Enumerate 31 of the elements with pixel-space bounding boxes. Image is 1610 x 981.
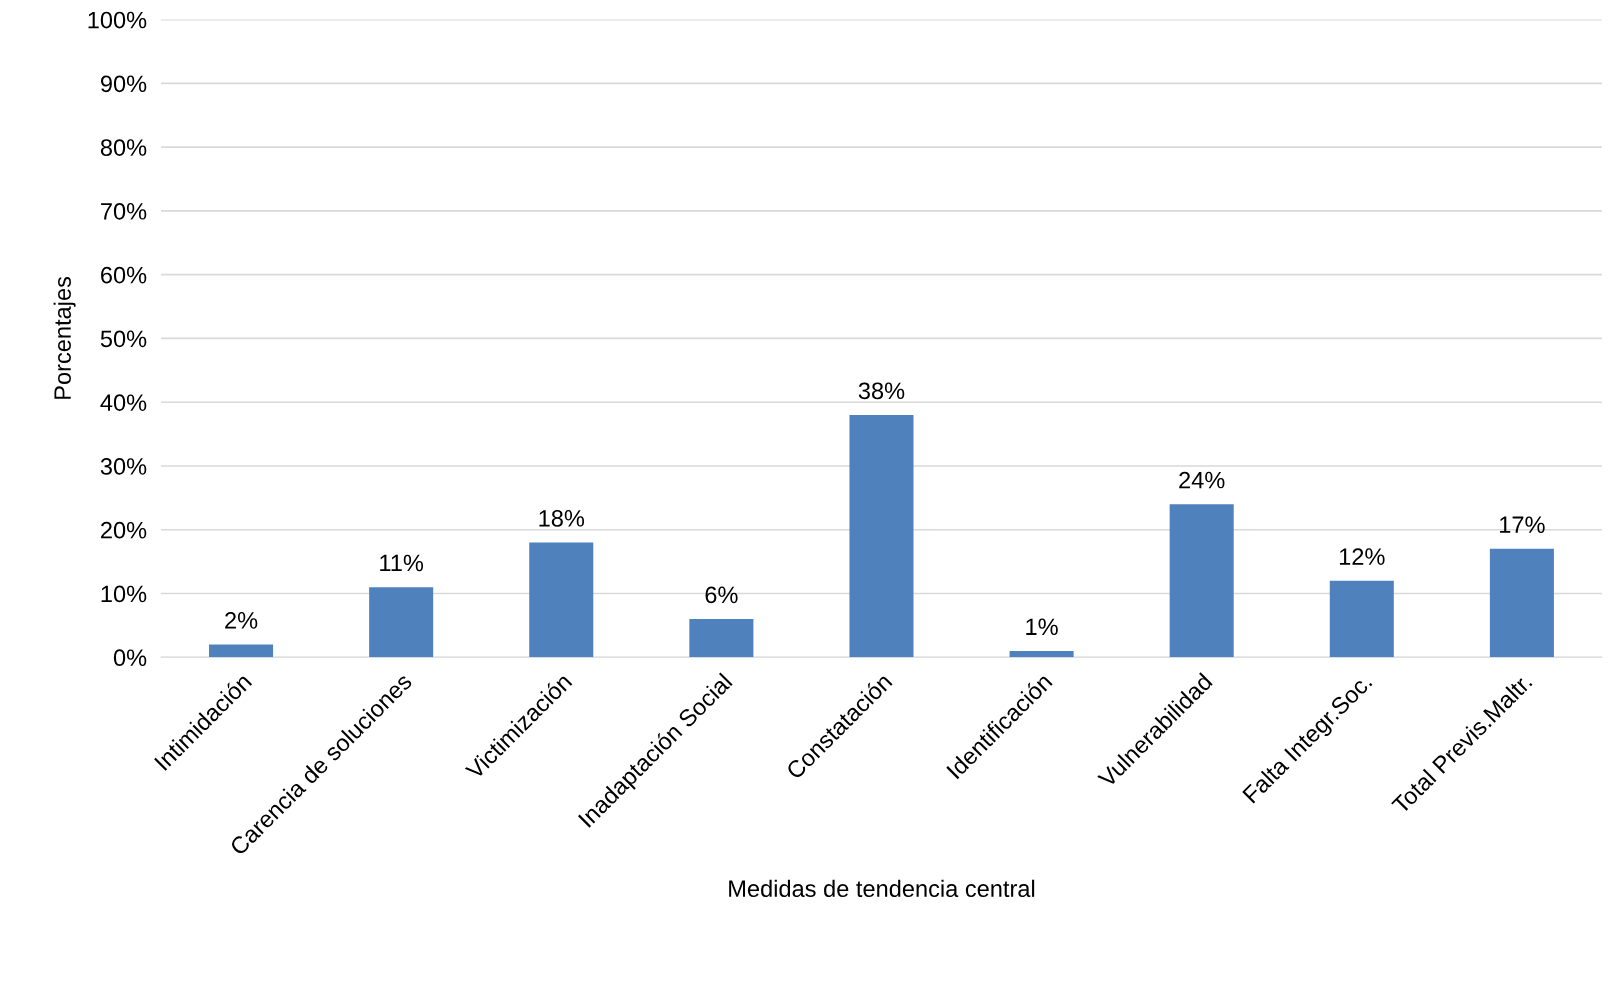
y-tick-label: 40% [100,394,147,411]
bar [1169,504,1234,658]
bar [369,587,434,658]
bar [529,542,594,658]
y-tick-label: 70% [101,202,147,220]
y-tick-label: 20% [101,521,147,539]
bar [1329,580,1394,658]
y-tick-label: 30% [100,458,147,475]
data-label: 11% [380,554,424,572]
y-tick-label: 80% [100,139,147,156]
data-label: 6% [705,586,738,604]
bar [689,619,754,658]
y-tick-label: 60% [101,266,147,284]
data-label: 2% [225,612,258,629]
y-tick-label: 10% [101,585,147,603]
data-label: 38% [858,382,905,400]
data-label: 12% [1339,548,1385,565]
data-label: 1% [1026,618,1058,636]
bar [849,414,914,658]
y-tick-label: 90% [100,75,147,93]
y-axis-title: Porcentajes [53,276,76,399]
y-tick-label: 0% [113,649,147,667]
data-label: 24% [1179,471,1225,489]
bar [1009,650,1074,658]
x-axis-title: Medidas de tendencia central [729,879,1035,898]
y-tick-label: 50% [100,330,147,348]
y-tick-label: 100% [88,11,147,29]
bar [1489,548,1554,658]
data-label: 18% [539,510,585,527]
bar [209,644,274,658]
data-label: 17% [1500,516,1545,533]
